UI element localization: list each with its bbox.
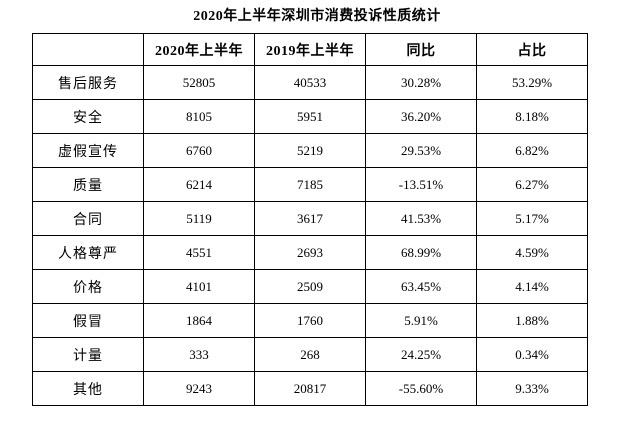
table-row: 价格 4101 2509 63.45% 4.14% [32,269,588,304]
header-row: 2020年上半年 2019年上半年 同比 占比 [32,33,588,66]
cell-value: 52805 [143,65,255,100]
table-row: 假冒 1864 1760 5.91% 1.88% [32,303,588,338]
row-label: 合同 [32,201,144,236]
cell-value: 1.88% [476,303,588,338]
cell-value: 6.82% [476,133,588,168]
table-row: 质量 6214 7185 -13.51% 6.27% [32,167,588,202]
cell-value: 9.33% [476,371,588,406]
cell-value: 36.20% [365,99,477,134]
cell-value: 40533 [254,65,366,100]
cell-value: 4.59% [476,235,588,270]
cell-value: 5.17% [476,201,588,236]
row-label: 安全 [32,99,144,134]
table-row: 计量 333 268 24.25% 0.34% [32,337,588,372]
cell-value: 8105 [143,99,255,134]
cell-value: -55.60% [365,371,477,406]
cell-value: 9243 [143,371,255,406]
cell-value: 63.45% [365,269,477,304]
cell-value: -13.51% [365,167,477,202]
cell-value: 1864 [143,303,255,338]
cell-value: 68.99% [365,235,477,270]
cell-value: 2693 [254,235,366,270]
cell-value: 268 [254,337,366,372]
cell-value: 29.53% [365,133,477,168]
table-body: 售后服务 52805 40533 30.28% 53.29% 安全 8105 5951 36.2… [32,65,588,406]
cell-value: 6.27% [476,167,588,202]
cell-value: 53.29% [476,65,588,100]
cell-value: 5.91% [365,303,477,338]
cell-value: 333 [143,337,255,372]
cell-value: 7185 [254,167,366,202]
cell-value: 0.34% [476,337,588,372]
row-label: 售后服务 [32,65,144,100]
header-cell-2020: 2020年上半年 [143,33,255,66]
row-label: 计量 [32,337,144,372]
page-title: 2020年上半年深圳市消费投诉性质统计 [193,9,441,24]
header-cell-category [32,33,144,66]
row-label: 假冒 [32,303,144,338]
table-row: 售后服务 52805 40533 30.28% 53.29% [32,65,588,100]
table-header: 2020年上半年 2019年上半年 同比 占比 [32,33,588,66]
header-cell-yoy: 同比 [365,33,477,66]
cell-value: 8.18% [476,99,588,134]
cell-value: 6760 [143,133,255,168]
cell-value: 5951 [254,99,366,134]
cell-value: 4101 [143,269,255,304]
table-row: 安全 8105 5951 36.20% 8.18% [32,99,588,134]
cell-value: 6214 [143,167,255,202]
cell-value: 2509 [254,269,366,304]
cell-value: 4551 [143,235,255,270]
cell-value: 20817 [254,371,366,406]
cell-value: 4.14% [476,269,588,304]
cell-value: 30.28% [365,65,477,100]
table-row: 合同 5119 3617 41.53% 5.17% [32,201,588,236]
table-row: 人格尊严 4551 2693 68.99% 4.59% [32,235,588,270]
table-row: 虚假宣传 6760 5219 29.53% 6.82% [32,133,588,168]
row-label: 质量 [32,167,144,202]
complaints-stats-table: 2020年上半年 2019年上半年 同比 占比 售后服务 52805 40533 30… [32,33,588,406]
cell-value: 24.25% [365,337,477,372]
cell-value: 1760 [254,303,366,338]
cell-value: 41.53% [365,201,477,236]
row-label: 虚假宣传 [32,133,144,168]
header-cell-2019: 2019年上半年 [254,33,366,66]
header-cell-share: 占比 [476,33,588,66]
cell-value: 3617 [254,201,366,236]
row-label: 价格 [32,269,144,304]
row-label: 人格尊严 [32,235,144,270]
cell-value: 5219 [254,133,366,168]
cell-value: 5119 [143,201,255,236]
table-row: 其他 9243 20817 -55.60% 9.33% [32,371,588,406]
row-label: 其他 [32,371,144,406]
